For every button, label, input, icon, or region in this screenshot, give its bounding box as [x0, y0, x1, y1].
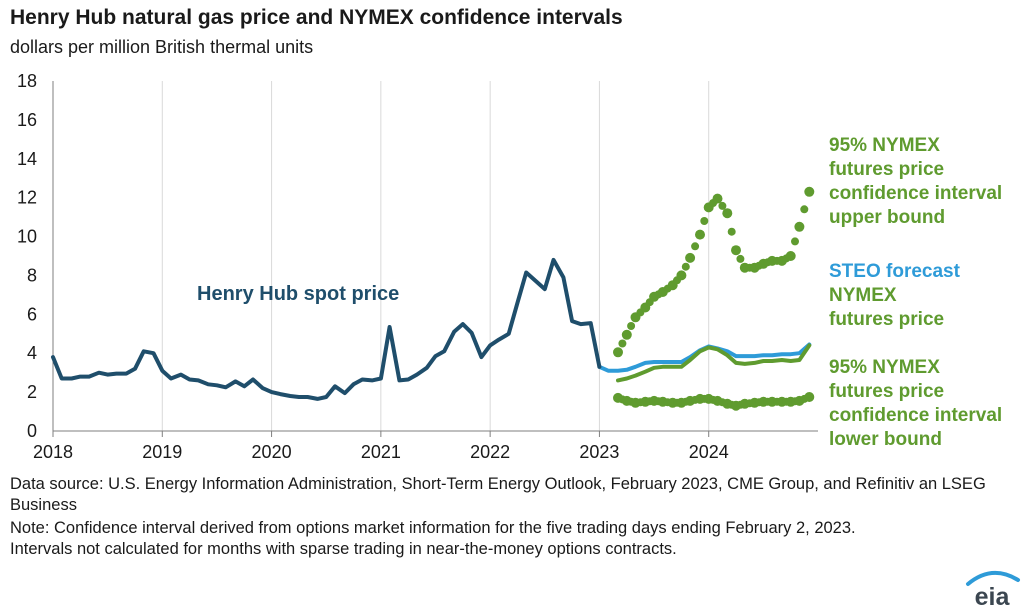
- y-tick-label-12: 12: [17, 188, 37, 208]
- series-3-point: [685, 252, 696, 263]
- x-tick-label-2019: 2019: [142, 442, 182, 462]
- series-3-point-mid: [800, 205, 809, 214]
- chart-canvas: 0 2 4 6 8 10 12 14 16 18 2018 2019 2020 2021 2022 2023 2…: [17, 71, 1002, 462]
- series-3-point: [804, 186, 815, 197]
- series-3-point-mid: [691, 242, 700, 251]
- label-lower-bound-line: confidence interval: [829, 405, 1002, 426]
- label-steo-forecast: STEO forecast: [829, 261, 961, 282]
- series-3-point: [794, 221, 805, 232]
- x-tick-label-2020: 2020: [252, 442, 292, 462]
- axes: 0 2 4 6 8 10 12 14 16 18 2018 2019 2020 2021 2022 2023 2…: [17, 71, 818, 462]
- series-3-dots: [613, 186, 815, 358]
- series-3-point-mid: [736, 254, 745, 263]
- series-3-point: [676, 270, 687, 281]
- y-tick-label-18: 18: [17, 71, 37, 91]
- y-tick-label-16: 16: [17, 110, 37, 130]
- methodology-note: Note: Confidence interval derived from o…: [10, 519, 856, 558]
- y-tick-label-4: 4: [27, 343, 37, 363]
- x-tick-label-2021: 2021: [361, 442, 401, 462]
- x-tick-label-2024: 2024: [689, 442, 729, 462]
- label-upper-bound-line: futures price: [829, 159, 944, 180]
- series-3-point: [712, 193, 723, 204]
- label-forecast-word: forecast: [886, 261, 961, 282]
- data-source-note: Data source: U.S. Energy Information Adm…: [10, 475, 986, 514]
- series-3-point-mid: [727, 227, 736, 236]
- series-3-point-mid: [618, 339, 627, 348]
- series-3-point-mid: [681, 262, 690, 271]
- series-layer: [51, 186, 815, 411]
- label-spot-price: Henry Hub spot price: [197, 283, 399, 305]
- label-lower-bound-line: futures price: [829, 381, 944, 402]
- label-steo-word: STEO: [829, 261, 886, 282]
- label-upper-bound-line: confidence interval: [829, 183, 1002, 204]
- series-3-point: [722, 208, 733, 219]
- eia-logo: eia: [966, 571, 1020, 610]
- y-tick-label-2: 2: [27, 382, 37, 402]
- series-3-point-mid: [627, 322, 636, 330]
- series-3-point: [785, 251, 796, 261]
- series-3-point-mid: [718, 201, 727, 210]
- series-3-point: [621, 329, 632, 340]
- y-tick-label-10: 10: [17, 227, 37, 247]
- label-nymex-futures-line: futures price: [829, 309, 944, 330]
- logo-text: eia: [975, 583, 1011, 610]
- x-tick-label-2018: 2018: [33, 442, 73, 462]
- annotation-labels: Henry Hub spot price 95% NYMEX futures pri…: [197, 135, 1002, 450]
- label-lower-bound-line: 95% NYMEX: [829, 357, 940, 378]
- series-4-dots: [613, 392, 815, 411]
- series-0-line: [51, 257, 602, 401]
- x-tick-label-2022: 2022: [470, 442, 510, 462]
- chart-subtitle: dollars per million British thermal unit…: [10, 37, 314, 57]
- series-3-point-mid: [791, 237, 799, 246]
- series-4-point: [804, 392, 815, 402]
- y-tick-label-8: 8: [27, 265, 37, 285]
- series-2-line: [616, 343, 812, 383]
- y-tick-label-6: 6: [27, 304, 37, 324]
- label-upper-bound-line: 95% NYMEX: [829, 135, 940, 156]
- y-tick-label-14: 14: [17, 149, 37, 169]
- label-lower-bound: 95% NYMEX futures price confidence interva…: [829, 357, 1002, 450]
- x-tick-label-2023: 2023: [579, 442, 619, 462]
- series-3-point: [695, 229, 705, 240]
- series-3-point-mid: [700, 217, 709, 225]
- logo-arc-icon: [966, 571, 1020, 586]
- label-nymex-futures: NYMEX futures price: [829, 285, 944, 330]
- chart-title: Henry Hub natural gas price and NYMEX co…: [10, 6, 623, 29]
- y-tick-label-0: 0: [27, 421, 37, 441]
- label-upper-bound-line: upper bound: [829, 207, 945, 228]
- label-nymex-futures-line: NYMEX: [829, 285, 897, 306]
- label-lower-bound-line: lower bound: [829, 429, 942, 450]
- series-3-point: [613, 347, 623, 358]
- series-3-point: [731, 245, 741, 256]
- label-upper-bound: 95% NYMEX futures price confidence interva…: [829, 135, 1002, 228]
